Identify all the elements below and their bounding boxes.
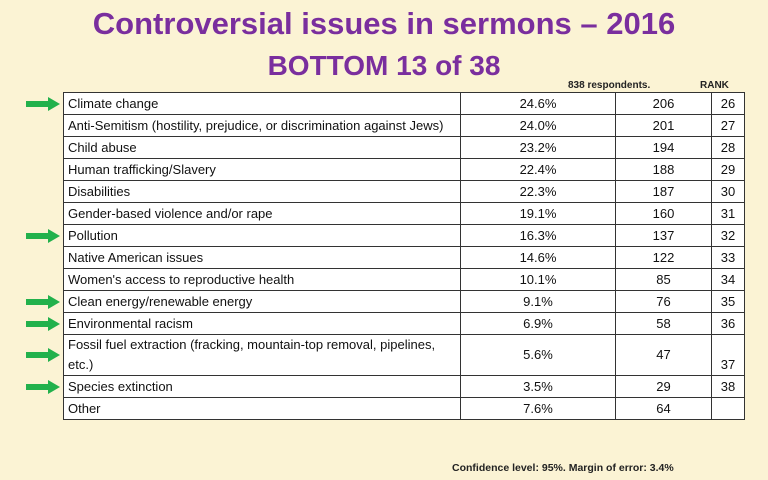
rank-cell [711, 397, 745, 420]
count-cell: 187 [615, 180, 712, 203]
percent-cell: 3.5% [460, 375, 616, 398]
percent-cell: 22.3% [460, 180, 616, 203]
rank-cell: 28 [711, 136, 745, 159]
rank-cell: 30 [711, 180, 745, 203]
issue-cell: Women's access to reproductive health [63, 268, 461, 291]
issue-cell: Anti-Semitism (hostility, prejudice, or … [63, 114, 461, 137]
percent-cell: 24.0% [460, 114, 616, 137]
table-row: Species extinction 3.5% 29 38 [63, 375, 745, 398]
issue-cell: Gender-based violence and/or rape [63, 202, 461, 225]
table-row: Child abuse 23.2% 194 28 [63, 136, 745, 159]
arrow-right-icon [26, 348, 60, 362]
table-row: Pollution 16.3% 137 32 [63, 224, 745, 247]
table-row: Human trafficking/Slavery 22.4% 188 29 [63, 158, 745, 181]
rank-cell: 37 [711, 334, 745, 376]
percent-cell: 23.2% [460, 136, 616, 159]
footer-note: Confidence level: 95%. Margin of error: … [452, 462, 674, 474]
table-row: Other 7.6% 64 [63, 397, 745, 420]
table-row: Women's access to reproductive health 10.… [63, 268, 745, 291]
table-row: Disabilities 22.3% 187 30 [63, 180, 745, 203]
issue-cell: Other [63, 397, 461, 420]
percent-cell: 6.9% [460, 312, 616, 335]
table-row: Environmental racism 6.9% 58 36 [63, 312, 745, 335]
rank-cell: 38 [711, 375, 745, 398]
issue-cell: Climate change [63, 92, 461, 115]
count-cell: 206 [615, 92, 712, 115]
issue-cell: Child abuse [63, 136, 461, 159]
arrow-right-icon [26, 379, 60, 394]
rank-cell: 31 [711, 202, 745, 225]
respondents-header: 838 respondents. [568, 80, 651, 91]
count-cell: 122 [615, 246, 712, 269]
issue-cell: Disabilities [63, 180, 461, 203]
count-cell: 194 [615, 136, 712, 159]
rank-cell: 32 [711, 224, 745, 247]
rank-cell: 27 [711, 114, 745, 137]
rank-cell: 36 [711, 312, 745, 335]
percent-cell: 9.1% [460, 290, 616, 313]
slide-subtitle: BOTTOM 13 of 38 [267, 50, 501, 81]
count-cell: 76 [615, 290, 712, 313]
rank-cell: 34 [711, 268, 745, 291]
table-row: Fossil fuel extraction (fracking, mounta… [63, 334, 745, 376]
rank-cell: 26 [711, 92, 745, 115]
issue-cell: Fossil fuel extraction (fracking, mounta… [63, 334, 461, 376]
percent-cell: 16.3% [460, 224, 616, 247]
arrow-right-icon [26, 228, 60, 243]
issue-cell: Clean energy/renewable energy [63, 290, 461, 313]
percent-cell: 19.1% [460, 202, 616, 225]
issues-table: Climate change 24.6% 206 26 Anti-Semitism (h… [63, 92, 745, 420]
percent-cell: 24.6% [460, 92, 616, 115]
percent-cell: 22.4% [460, 158, 616, 181]
table-row: Clean energy/renewable energy 9.1% 76 35 [63, 290, 745, 313]
percent-cell: 5.6% [460, 334, 616, 376]
count-cell: 201 [615, 114, 712, 137]
arrow-right-icon [26, 96, 60, 111]
percent-cell: 7.6% [460, 397, 616, 420]
rank-header: RANK [700, 80, 729, 91]
arrow-right-icon [26, 294, 60, 309]
issue-cell: Species extinction [63, 375, 461, 398]
count-cell: 85 [615, 268, 712, 291]
table-row: Anti-Semitism (hostility, prejudice, or … [63, 114, 745, 137]
count-cell: 160 [615, 202, 712, 225]
count-cell: 64 [615, 397, 712, 420]
table-row: Native American issues 14.6% 122 33 [63, 246, 745, 269]
count-cell: 47 [615, 334, 712, 376]
percent-cell: 14.6% [460, 246, 616, 269]
arrow-right-icon [26, 316, 60, 331]
table-row: Gender-based violence and/or rape 19.1% 16… [63, 202, 745, 225]
percent-cell: 10.1% [460, 268, 616, 291]
rank-cell: 29 [711, 158, 745, 181]
issue-cell: Human trafficking/Slavery [63, 158, 461, 181]
count-cell: 137 [615, 224, 712, 247]
count-cell: 58 [615, 312, 712, 335]
rank-cell: 35 [711, 290, 745, 313]
issue-cell: Native American issues [63, 246, 461, 269]
rank-cell: 33 [711, 246, 745, 269]
count-cell: 29 [615, 375, 712, 398]
slide-title: Controversial issues in sermons – 2016 [92, 6, 676, 41]
table-row: Climate change 24.6% 206 26 [63, 92, 745, 115]
issue-cell: Pollution [63, 224, 461, 247]
count-cell: 188 [615, 158, 712, 181]
issue-cell: Environmental racism [63, 312, 461, 335]
